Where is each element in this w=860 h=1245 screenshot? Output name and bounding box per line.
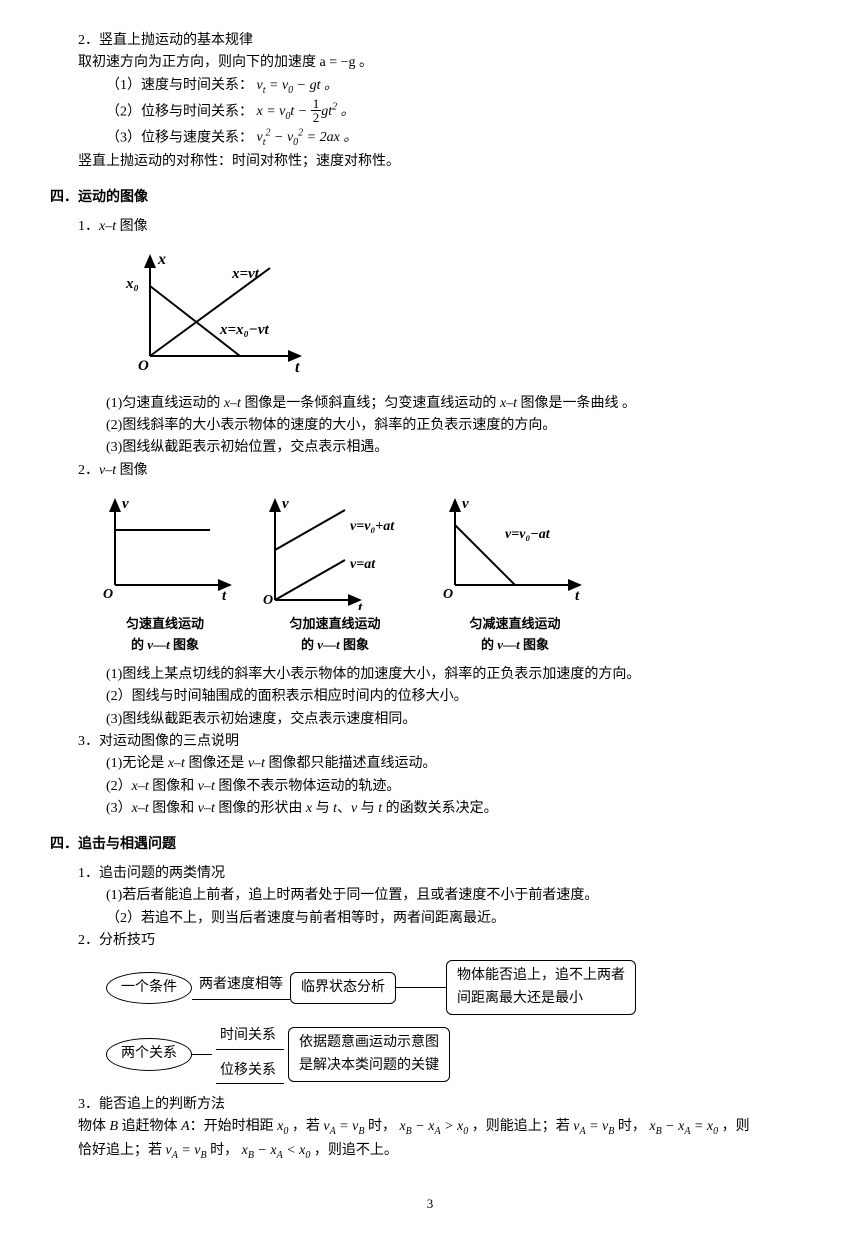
- sec-vertical-throw: 2．竖直上抛运动的基本规律: [78, 30, 810, 52]
- flow-node-analysis: 临界状态分析: [290, 972, 396, 1004]
- flow-result-line1: 物体能否追上，追不上两者: [457, 965, 625, 987]
- flow-label-disp: 位移关系: [216, 1060, 284, 1084]
- flow-row-2: 两个关系 时间关系 位移关系 依据题意画运动示意图 是解决本类问题的关键: [106, 1025, 810, 1084]
- page-number: 3: [50, 1194, 810, 1215]
- 4b-s1p1: (1)若后者能追上前者，追上时两者处于同一位置，且或者速度不小于前者速度。: [106, 885, 810, 907]
- sub-4b-3: 3．能否追上的判断方法: [78, 1094, 810, 1116]
- eq2-label: （2）位移与时间关系：: [106, 104, 253, 119]
- page-content: 2．竖直上抛运动的基本规律 取初速方向为正方向，则向下的加速度 a = −g 。…: [0, 0, 860, 1245]
- frac-den: 2: [311, 111, 322, 124]
- vt1-cap2: 的 v—t 图象: [90, 635, 240, 656]
- sub-3: 3．对运动图像的三点说明: [78, 731, 810, 753]
- sub-vt: 2．v–t 图像: [78, 460, 810, 482]
- vt3-cap1: 匀减速直线运动: [430, 614, 600, 635]
- svg-text:t: t: [222, 588, 227, 604]
- vt2-cap1: 匀加速直线运动: [250, 614, 420, 635]
- section-4b-title: 四．追击与相遇问题: [50, 834, 810, 856]
- vt2-cap2: 的 v—t 图象: [250, 635, 420, 656]
- flow-diagram: 一个条件 两者速度相等 临界状态分析 物体能否追上，追不上两者 间距离最大还是最…: [106, 960, 810, 1084]
- eq3-label: （3）位移与速度关系：: [106, 130, 253, 145]
- section-4a-title: 四．运动的图像: [50, 187, 810, 209]
- 4b-s3-body2: 恰好追上；若 vA = vB 时， xB − xA < x0 ，则追不上。: [78, 1140, 810, 1164]
- vt1-cap1: 匀速直线运动: [90, 614, 240, 635]
- frac-num: 1: [311, 97, 322, 111]
- svg-text:x=x₀−vt: x=x₀−vt: [219, 322, 270, 338]
- svg-text:v: v: [462, 496, 469, 512]
- intro-line: 取初速方向为正方向，则向下的加速度 a = −g 。: [78, 52, 810, 74]
- vt-p3: (3)图线纵截距表示初始速度，交点表示速度相同。: [106, 709, 810, 731]
- flow-key-line2: 是解决本类问题的关键: [299, 1055, 439, 1077]
- xt-p1: (1)匀速直线运动的 x–t 图像是一条倾斜直线；匀变速直线运动的 x–t 图像…: [106, 393, 810, 415]
- vt-graph-3: v v=v₀−at O t 匀减速直线运动 的 v—t 图象: [430, 490, 600, 656]
- flow-result-line2: 间距离最大还是最小: [457, 988, 625, 1010]
- svg-text:x₀: x₀: [125, 276, 139, 292]
- svg-text:x=vt: x=vt: [231, 266, 260, 282]
- s3-p1: (1)无论是 x–t 图像还是 v–t 图像都只能描述直线运动。: [106, 753, 810, 775]
- vt-p2: (2）图线与时间轴围成的面积表示相应时间内的位移大小。: [106, 686, 810, 708]
- xt-p3: (3)图线纵截距表示初始位置，交点表示相遇。: [106, 437, 810, 459]
- s3-p3: (3）x–t 图像和 v–t 图像的形状由 x 与 t、v 与 t 的函数关系决…: [106, 798, 810, 820]
- flow-key-line1: 依据题意画运动示意图: [299, 1032, 439, 1054]
- svg-text:x: x: [157, 251, 166, 268]
- sub-4b-1: 1．追击问题的两类情况: [78, 863, 810, 885]
- svg-text:t: t: [295, 359, 300, 376]
- flow-node-key: 依据题意画运动示意图 是解决本类问题的关键: [288, 1027, 450, 1082]
- svg-text:O: O: [138, 358, 149, 374]
- vt-graph-2: v v=v₀+at v=at O t 匀加速直线运动 的 v—t 图象: [250, 490, 420, 656]
- flow-label-time: 时间关系: [216, 1025, 284, 1049]
- svg-text:O: O: [103, 587, 113, 602]
- flow-node-condition: 一个条件: [106, 972, 192, 1004]
- sub-xt: 1．x–t 图像: [78, 216, 810, 238]
- 4b-s3-body: 物体 B 追赶物体 A：开始时相距 x0 ，若 vA = vB 时， xB − …: [78, 1116, 810, 1140]
- sub-4b-2: 2．分析技巧: [78, 930, 810, 952]
- 4b-s1p2: （2）若追不上，则当后者速度与前者相等时，两者间距离最近。: [106, 908, 810, 930]
- flow-node-result: 物体能否追上，追不上两者 间距离最大还是最小: [446, 960, 636, 1015]
- xt-p2: (2)图线斜率的大小表示物体的速度的大小，斜率的正负表示速度的方向。: [106, 415, 810, 437]
- eq-1: （1）速度与时间关系： vt = v0 − gt 。: [106, 75, 810, 99]
- eq-3: （3）位移与速度关系： vt2 − v02 = 2ax 。: [106, 126, 810, 151]
- vt-graph-1: v O t 匀速直线运动 的 v—t 图象: [90, 490, 240, 656]
- svg-text:v=v₀+at: v=v₀+at: [350, 519, 395, 534]
- xt-graph: x x₀ x=vt x=x₀−vt O t: [120, 246, 810, 384]
- svg-text:v: v: [282, 496, 289, 512]
- subtitle-2: 2．竖直上抛运动的基本规律: [78, 30, 810, 52]
- xt-graph-svg: x x₀ x=vt x=x₀−vt O t: [120, 246, 320, 376]
- svg-text:v: v: [122, 496, 129, 512]
- svg-text:t: t: [358, 600, 363, 610]
- eq1-label: （1）速度与时间关系：: [106, 78, 253, 93]
- vt-graph-row: v O t 匀速直线运动 的 v—t 图象 v v=v₀+at v=at O t…: [90, 490, 810, 656]
- svg-text:O: O: [263, 593, 273, 608]
- flow-label-1: 两者速度相等: [193, 974, 289, 996]
- vt-p1: (1)图线上某点切线的斜率大小表示物体的加速度大小，斜率的正负表示加速度的方向。: [106, 664, 810, 686]
- symmetry-line: 竖直上抛运动的对称性：时间对称性；速度对称性。: [78, 151, 810, 173]
- svg-text:O: O: [443, 587, 453, 602]
- svg-text:v=at: v=at: [350, 557, 376, 572]
- s3-p2: (2）x–t 图像和 v–t 图像不表示物体运动的轨迹。: [106, 776, 810, 798]
- flow-node-relations: 两个关系: [106, 1038, 192, 1070]
- eq-2: （2）位移与时间关系： x = v0t − 12gt2 。: [106, 99, 810, 126]
- vt3-cap2: 的 v—t 图象: [430, 635, 600, 656]
- svg-text:v=v₀−at: v=v₀−at: [505, 527, 551, 542]
- svg-text:t: t: [575, 588, 580, 604]
- flow-stack-labels: 时间关系 位移关系: [212, 1025, 288, 1084]
- flow-row-1: 一个条件 两者速度相等 临界状态分析 物体能否追上，追不上两者 间距离最大还是最…: [106, 960, 810, 1015]
